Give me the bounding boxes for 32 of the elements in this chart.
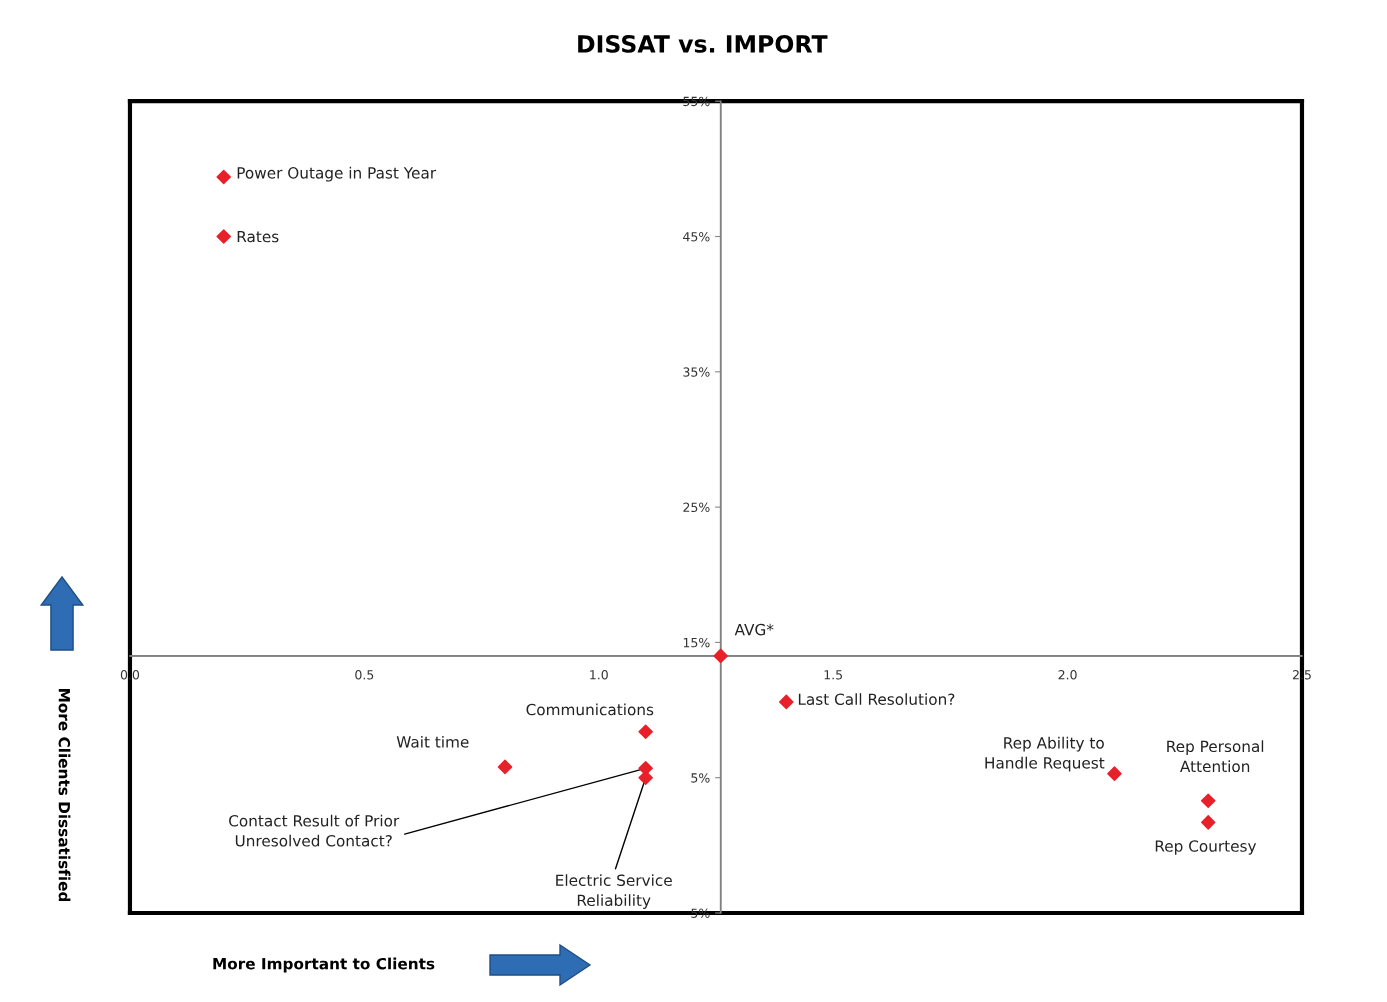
annotation: Rep Personal Attention [1167,740,1264,773]
x-axis-title: More Important to Clients [213,957,435,973]
point [713,648,728,664]
annotation: Communications [526,703,654,716]
annotation: Electric Service Reliability [556,874,672,910]
point [216,169,232,185]
y-tick-label: 25% [683,502,710,513]
y-tick-label: 45% [683,231,710,242]
annotation: Contact Result of Prior Unresolved Contact? [229,814,400,847]
chart-title: DISSAT vs. IMPORT [578,34,828,53]
point [497,759,513,775]
x-tick-label: 1.0 [590,670,608,680]
y-axis-title: More Clients Dissatisfied [58,689,71,902]
y-tick-label: 35% [683,367,710,377]
point [1200,793,1216,809]
point [779,694,794,710]
annotation: AVG* [734,623,774,636]
annotation: Power Outage in Past Year [237,166,437,182]
y-tick-label: 15% [683,637,710,648]
annotation: Rep Ability to Handle Request [985,736,1105,772]
annotation: Rep Courtesy [1155,840,1257,855]
point [216,229,232,244]
point [638,724,653,739]
point [1200,815,1216,830]
annotation: Wait time [396,735,469,748]
annotation: Last Call Resolution? [798,693,955,705]
x-tick-label: 0.5 [355,670,374,680]
annotation: Rates [237,230,279,243]
point [1107,766,1122,781]
y-tick-label: 5% [691,773,710,783]
x-tick-label: 1.5 [824,670,843,680]
x-tick-label: 2.0 [1058,670,1077,680]
